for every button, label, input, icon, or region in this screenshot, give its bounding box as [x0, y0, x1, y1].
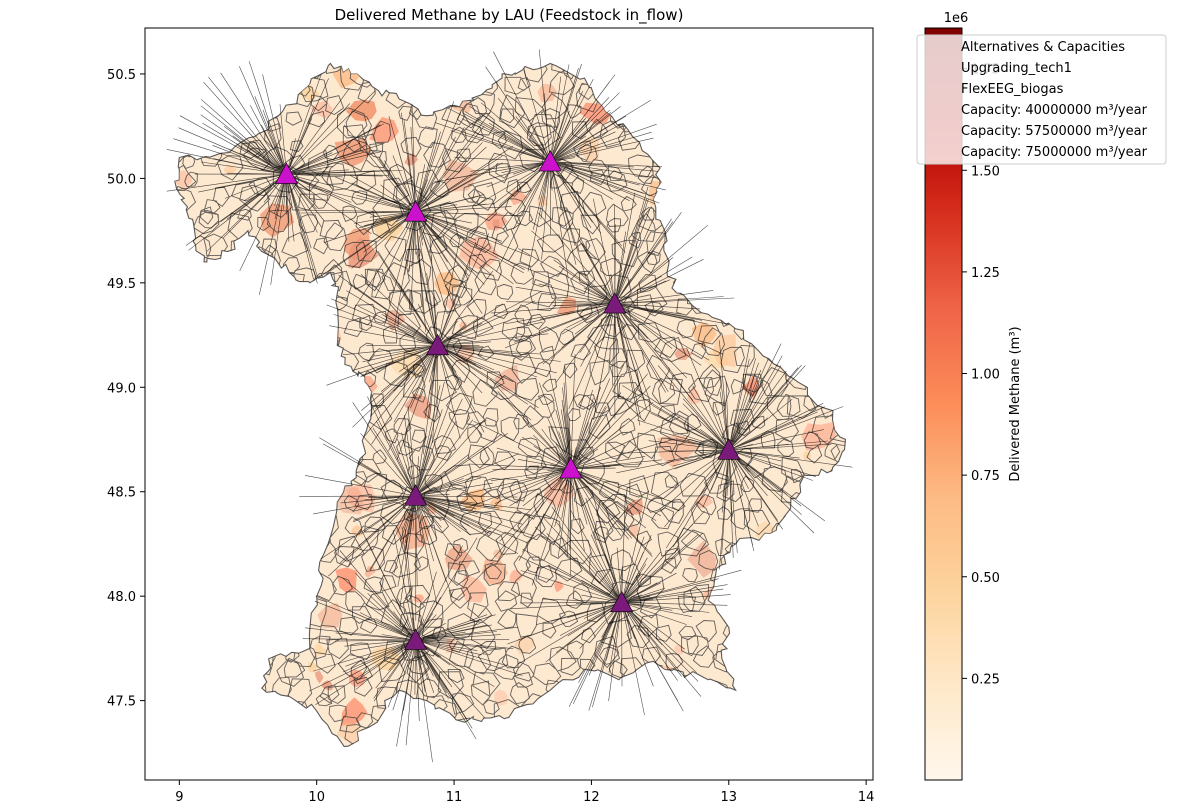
axes-frame [144, 27, 874, 781]
x-axis-ticks: 9 10 11 12 13 14 [175, 780, 874, 805]
colorbar-ticks: 0.250.500.751.001.251.501.75 [962, 63, 1000, 687]
lau-patch [223, 164, 237, 175]
lau-patch [802, 451, 812, 461]
plant-flow-lines [299, 378, 534, 621]
plant-flow-lines [166, 61, 407, 295]
lau-patch [364, 566, 376, 578]
colorbar-label: Delivered Methane (m³) [1008, 326, 1023, 481]
plant-flow-lines [456, 354, 681, 586]
plant-flow-lines [507, 489, 742, 716]
lau-patch [310, 100, 333, 119]
lau-patch [369, 116, 399, 144]
plant-marker [426, 333, 450, 356]
plant-marker [404, 484, 428, 506]
plant-marker [404, 200, 428, 222]
colorbar-tick-label: 0.25 [971, 672, 1000, 687]
colorbar-tick-label: 1.00 [971, 368, 1000, 383]
colorbar-tick-label: 0.50 [971, 571, 1000, 586]
plant-markers [274, 150, 741, 650]
lau-patch [340, 697, 368, 726]
colorbar-tick-label: 1.25 [971, 266, 1000, 281]
y-tick-label: 50.0 [107, 172, 136, 187]
y-tick-label: 48.5 [107, 486, 136, 501]
y-tick-label: 47.5 [107, 695, 136, 710]
lau-patch [481, 558, 508, 586]
plant-marker [717, 438, 741, 460]
lau-patch [492, 219, 500, 229]
y-tick-label: 50.5 [107, 68, 136, 83]
lau-patch [460, 574, 487, 603]
lau-patch [346, 483, 376, 513]
plant-marker [404, 628, 428, 650]
plant-marker [274, 162, 298, 184]
plant-marker [559, 457, 583, 479]
x-tick-label: 13 [721, 790, 738, 805]
lau-patch [691, 323, 717, 349]
plant-marker [538, 150, 562, 172]
y-tick-label: 49.5 [107, 277, 136, 292]
lau-patch [346, 99, 377, 122]
lau-patch [694, 494, 714, 508]
lau-patch [307, 662, 318, 673]
plant-marker [610, 590, 634, 613]
x-tick-label: 9 [175, 790, 183, 805]
map-axes: 9 10 11 12 13 14 47.5 48.0 48.5 49.0 49.5 50.0 50.5 [107, 27, 874, 805]
plant-flow-lines [490, 186, 735, 426]
x-tick-label: 10 [308, 790, 325, 805]
legend-entry-capacity-large: Capacity: 75000000 m³/year [961, 145, 1148, 160]
lau-patch [348, 237, 379, 269]
lau-patch [314, 670, 324, 684]
lau-patch [260, 203, 295, 238]
y-tick-label: 48.0 [107, 590, 136, 605]
lau-patch [509, 189, 528, 206]
plant-flow-lines [434, 49, 666, 281]
lau-patch [321, 680, 333, 691]
lau-patch [801, 421, 836, 451]
lau-patch [336, 722, 365, 743]
x-tick-label: 14 [858, 790, 875, 805]
flow-lines [166, 49, 853, 763]
y-axis-ticks: 47.5 48.0 48.5 49.0 49.5 50.0 50.5 [107, 68, 145, 710]
legend-entry-capacity-medium: Capacity: 57500000 m³/year [961, 124, 1148, 139]
colorbar-tick-label: 1.50 [971, 164, 1000, 179]
legend-entry-capacity-small: Capacity: 40000000 m³/year [961, 103, 1148, 118]
legend-entry-flexeeg: FlexEEG_biogas [961, 82, 1064, 97]
lau-patch [443, 298, 457, 311]
lau-patch [578, 137, 600, 162]
plant-flow-lines [326, 233, 561, 460]
x-tick-label: 12 [583, 790, 600, 805]
x-tick-label: 11 [446, 790, 463, 805]
colorbar-offset-text: 1e6 [944, 11, 969, 26]
chart-title: Delivered Methane by LAU (Feedstock in_f… [335, 6, 684, 25]
lau-patch [413, 594, 425, 603]
plant-flow-lines [291, 101, 531, 333]
plant-flow-lines [616, 340, 853, 570]
plant-flow-lines [302, 526, 523, 763]
plant-marker [603, 292, 627, 314]
legend: Alternatives & Capacities Upgrading_tech… [916, 34, 1167, 165]
legend-title: Alternatives & Capacities [961, 40, 1125, 55]
colorbar-tick-label: 0.75 [971, 469, 1000, 484]
lau-patch [314, 642, 328, 656]
legend-entry-upgrading: Upgrading_tech1 [961, 61, 1072, 76]
colorbar: 1e6 0.250.500.751.001.251.501.75 Deliver… [924, 11, 1023, 781]
lau-patch [443, 159, 480, 192]
lau-patch [494, 689, 508, 706]
y-tick-label: 49.0 [107, 381, 136, 396]
lau-patch [537, 83, 557, 103]
lau-patch [514, 635, 535, 655]
legend-box [916, 34, 1167, 165]
lau-patch [712, 334, 737, 368]
